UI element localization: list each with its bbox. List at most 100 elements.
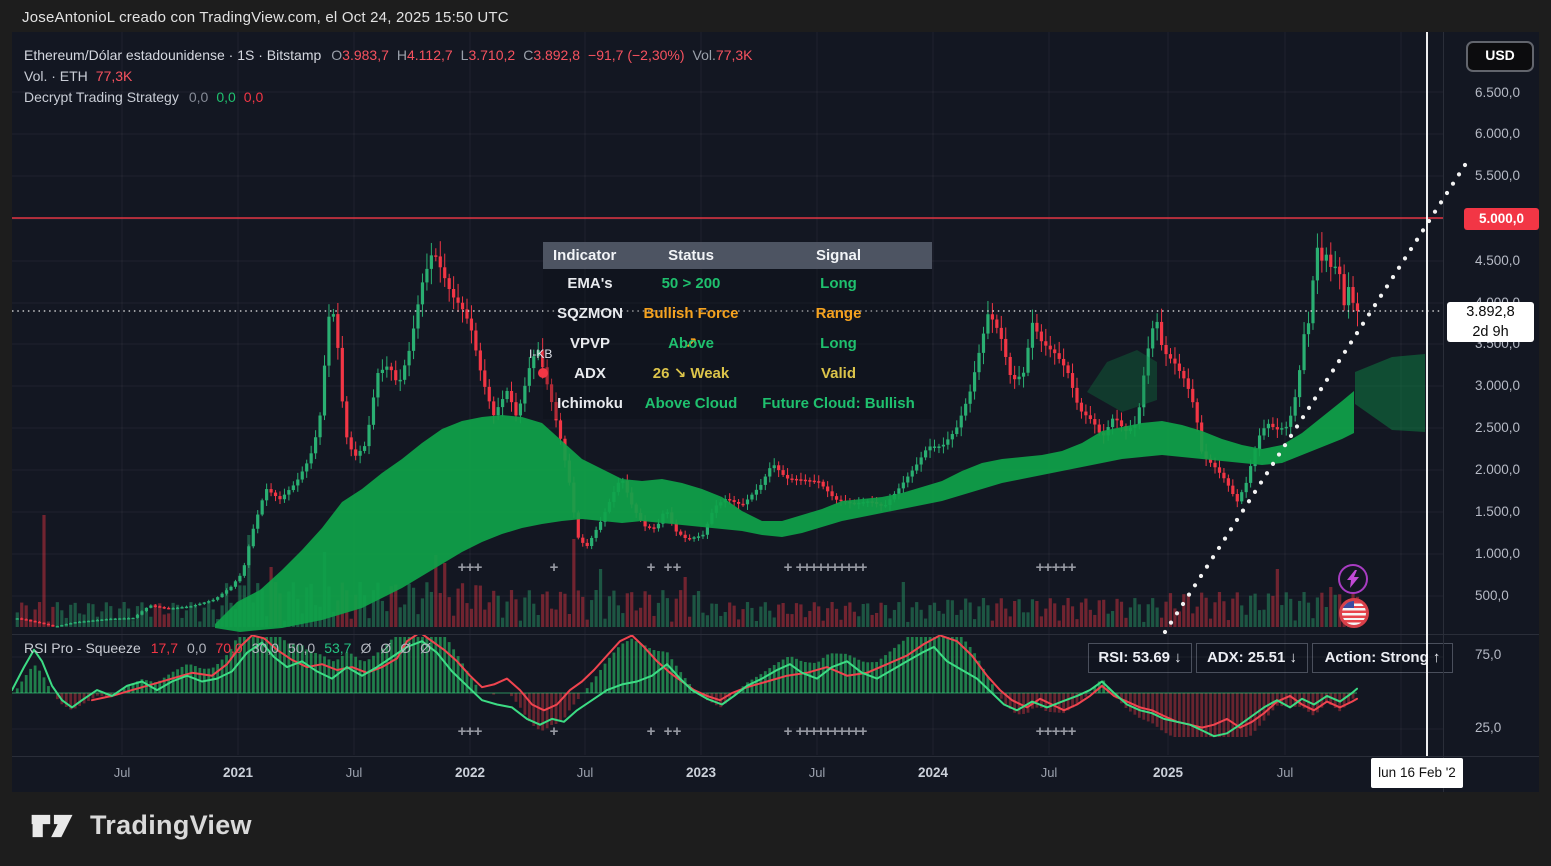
time-tick-2021[interactable]: 2021	[222, 765, 254, 780]
tradingview-wordmark: TradingView	[90, 810, 252, 840]
flag-canton	[1342, 601, 1354, 608]
price-tick[interactable]: 1.000,0	[1475, 546, 1521, 561]
table-header-status: Status	[668, 247, 714, 264]
symbol-ohlc-row[interactable]: Ethereum/Dólar estadounidense · 1S · Bit…	[24, 45, 753, 66]
svg-text:+: +	[466, 559, 475, 576]
indicator-row-vpvp: VPVP Above Long	[543, 329, 932, 359]
rsi-plus-markers: + + + + + + + + ++++++++++ + + + + +	[458, 723, 1077, 740]
volume-legend-row[interactable]: Vol. · ETH 77,3K	[24, 66, 753, 87]
svg-text:+: +	[458, 559, 467, 576]
svg-text:+: +	[647, 723, 656, 740]
time-tick-jul[interactable]: Jul	[1276, 765, 1294, 780]
svg-text:+: +	[852, 723, 861, 740]
price-tick[interactable]: 75,0	[1475, 647, 1502, 662]
currency-toggle-button[interactable]: USD	[1466, 41, 1534, 72]
time-axis[interactable]: Jul 2021 Jul 2022 Jul 2023 Jul 2024 Jul 2025 Jul	[12, 757, 1539, 791]
price-axis[interactable]: 6.500,06.000,05.500,04.500,04.000,03.500…	[1443, 32, 1551, 792]
svg-text:+: +	[803, 723, 812, 740]
rsi-value-part: 53,7	[324, 640, 352, 656]
symbol-legend-part: 3.983,7	[342, 47, 389, 63]
time-tick-2023[interactable]: 2023	[685, 765, 717, 780]
indicator-table-body: EMA's 50 > 200 Long SQZMON Bullish Force ↗ Ra…	[543, 269, 932, 419]
price-tick[interactable]: 1.500,0	[1475, 504, 1521, 519]
time-tick-2024[interactable]: 2024	[917, 765, 949, 780]
time-tick-jul[interactable]: Jul	[113, 765, 131, 780]
price-tick[interactable]: 25,0	[1475, 720, 1502, 735]
time-tick-jul[interactable]: Jul	[345, 765, 363, 780]
indicator-summary-table: Indicator Status Signal EMA's 50 > 200 Long S…	[543, 242, 932, 419]
time-tick-2025[interactable]: 2025	[1152, 765, 1184, 780]
symbol-legend-part: O	[331, 47, 343, 63]
symbol-legend-part: 3.892,8	[533, 47, 581, 63]
svg-text:+: +	[852, 559, 861, 576]
symbol-legend-part: H	[396, 47, 407, 63]
price-tick[interactable]: 500,0	[1475, 588, 1509, 603]
time-tick-jul[interactable]: Jul	[808, 765, 826, 780]
price-tick[interactable]: 6.000,0	[1475, 126, 1521, 141]
ichimoku-cloud	[215, 350, 1425, 632]
svg-text:+: +	[466, 723, 475, 740]
svg-text:+: +	[458, 723, 467, 740]
svg-text:+: +	[817, 559, 826, 576]
rsi-indicator-legend[interactable]: RSI Pro - Squeeze 17,7 0,0 70,0 30,0 50,0 53,7…	[24, 640, 440, 656]
price-tick[interactable]: 4.500,0	[1475, 253, 1521, 268]
price-tick[interactable]: 2.000,0	[1475, 462, 1521, 477]
svg-text:+: +	[664, 559, 673, 576]
indicator-status: 26 ↘ Weak	[652, 365, 730, 382]
symbol-legend-part: Vol.	[692, 47, 716, 63]
time-tick-jul[interactable]: Jul	[576, 765, 594, 780]
price-tick[interactable]: 2.500,0	[1475, 420, 1521, 435]
indicator-name: EMA's	[567, 275, 613, 292]
price-tick[interactable]: 3.000,0	[1475, 378, 1521, 393]
svg-text:+: +	[784, 723, 793, 740]
svg-text:+: +	[1052, 723, 1061, 740]
rsi-value-part: 17,7	[150, 640, 178, 656]
svg-text:+: +	[1068, 559, 1077, 576]
tradingview-footer-logo[interactable]: TradingView	[30, 810, 252, 841]
indicator-name: VPVP	[569, 335, 611, 352]
indicator-name: SQZMON	[557, 305, 623, 322]
svg-text:+: +	[831, 559, 840, 576]
lightning-event-icon[interactable]	[1338, 564, 1368, 594]
symbol-legend[interactable]: Ethereum/Dólar estadounidense · 1S · Bit…	[24, 45, 753, 108]
adx-dot-marker	[538, 368, 548, 378]
trend-dotted-line	[1162, 162, 1468, 635]
svg-text:+: +	[673, 723, 682, 740]
candles-series	[15, 232, 1360, 628]
indicator-row-adx: ADX 26 ↘ Weak Valid	[543, 359, 932, 389]
indicator-name: Ichimoku	[557, 395, 623, 412]
svg-text:+: +	[474, 559, 483, 576]
symbol-legend-part: C	[523, 47, 534, 63]
strategy-legend-part: 0,0	[188, 89, 209, 105]
indicator-signal: Range	[815, 305, 862, 322]
indicator-status: 50 > 200	[661, 275, 721, 292]
svg-text:+: +	[550, 723, 559, 740]
price-tick[interactable]: 6.500,0	[1475, 85, 1521, 100]
svg-text:+: +	[859, 559, 868, 576]
svg-text:+: +	[1068, 723, 1077, 740]
indicator-signal: Long	[820, 335, 857, 352]
rsi-pane-canvas[interactable]: + + + + + + + + ++++++++++ + + + + +	[12, 635, 1539, 755]
volume-legend-part: Vol. · ETH	[24, 68, 88, 84]
main-chart-canvas[interactable]: + + + + + + + + ++++++++++ + + + + +	[12, 32, 1539, 635]
time-axis-separator	[12, 756, 1539, 757]
rsi-value-part: 50,0	[287, 640, 316, 656]
svg-text:+: +	[673, 559, 682, 576]
rsi-badge-rsi: RSI: 53.69 ↓	[1088, 643, 1192, 673]
pane-separator[interactable]	[12, 634, 1539, 635]
time-tick-jul[interactable]: Jul	[1040, 765, 1058, 780]
strategy-legend-part: 0,0	[243, 89, 264, 105]
indicator-row-emas: EMA's 50 > 200 Long	[543, 269, 932, 299]
strategy-legend-part: 0,0	[216, 89, 236, 105]
svg-text:+: +	[1036, 559, 1045, 576]
us-flag-event-icon[interactable]	[1339, 598, 1369, 628]
rsi-indicator-title[interactable]: RSI Pro - Squeeze	[24, 640, 141, 656]
ikb-label: I-KB	[529, 347, 553, 361]
time-tick-2022[interactable]: 2022	[454, 765, 486, 780]
price-tick[interactable]: 5.500,0	[1475, 168, 1521, 183]
strategy-legend-row[interactable]: Decrypt Trading Strategy 0,0 0,0 0,0	[24, 87, 753, 108]
svg-text:+: +	[1044, 723, 1053, 740]
attribution-title: JoseAntonioL creado con TradingView.com,…	[22, 9, 509, 26]
crosshair-date-badge: lun 16 Feb '2	[1371, 758, 1463, 788]
